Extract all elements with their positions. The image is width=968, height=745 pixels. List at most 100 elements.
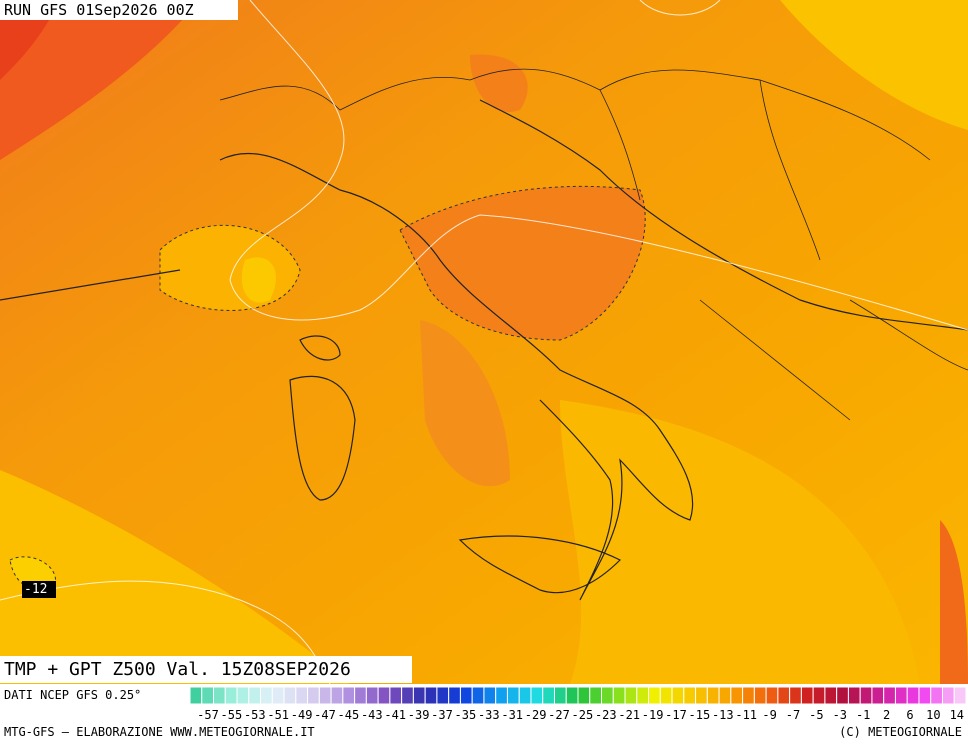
- map-title: TMP + GPT Z500 Val. 15Z08SEP2026: [0, 656, 412, 683]
- scale-box: [365, 686, 379, 705]
- color-scale: [189, 686, 967, 705]
- scale-label: -9: [762, 708, 777, 722]
- scale-box: [213, 686, 226, 705]
- scale-box: [448, 686, 461, 705]
- scale-box: [236, 686, 250, 705]
- scale-label: -1: [855, 708, 871, 722]
- scale-box: [377, 686, 391, 705]
- scale-box: [906, 686, 920, 705]
- scale-box: [930, 686, 943, 705]
- scale-box: [283, 686, 297, 705]
- scale-label: -31: [501, 708, 524, 722]
- scale-label: -39: [407, 708, 430, 722]
- scale-label: -21: [618, 708, 641, 722]
- scale-label: -43: [360, 708, 383, 722]
- scale-box: [871, 686, 885, 705]
- scale-label: -45: [337, 708, 360, 722]
- scale-box: [859, 686, 873, 705]
- source-label: DATI NCEP GFS 0.25°: [4, 688, 142, 702]
- scale-box: [389, 686, 403, 705]
- scale-label: 6: [906, 708, 914, 722]
- scale-box: [812, 686, 826, 705]
- scale-box: [695, 686, 708, 705]
- scale-box: [483, 686, 497, 705]
- scale-box: [530, 686, 544, 705]
- scale-label: -35: [454, 708, 477, 722]
- scale-box: [941, 686, 955, 705]
- scale-box: [401, 686, 414, 705]
- scale-label: -19: [641, 708, 664, 722]
- scale-box: [459, 686, 473, 705]
- scale-box: [601, 686, 614, 705]
- weather-map: [0, 0, 968, 684]
- scale-box: [506, 686, 520, 705]
- scale-box: [553, 686, 567, 705]
- scale-label: 14: [949, 708, 965, 722]
- scale-label: -11: [735, 708, 758, 722]
- scale-box: [307, 686, 320, 705]
- scale-box: [471, 686, 485, 705]
- run-label: RUN GFS 01Sep2026 00Z: [0, 0, 238, 20]
- footer-left: MTG-GFS — ELABORAZIONE WWW.METEOGIORNALE…: [4, 725, 315, 739]
- warm-area: [0, 0, 60, 80]
- warm-area: [0, 0, 200, 160]
- scale-box: [577, 686, 591, 705]
- scale-box: [412, 686, 426, 705]
- scale-label: -25: [571, 708, 594, 722]
- scale-box: [789, 686, 802, 705]
- warm-area: [399, 185, 646, 341]
- scale-label: -37: [431, 708, 453, 722]
- scale-label: -41: [384, 708, 407, 722]
- scale-box: [753, 686, 767, 705]
- coastlines: [0, 99, 968, 601]
- geopotential-lines: [0, 0, 968, 684]
- cool-area: [241, 257, 276, 303]
- warm-area: [420, 320, 510, 487]
- scale-box: [953, 686, 967, 705]
- scale-label: -17: [665, 708, 687, 722]
- scale-label: -27: [548, 708, 570, 722]
- scale-box: [354, 686, 367, 705]
- scale-box: [730, 686, 744, 705]
- scale-box: [589, 686, 603, 705]
- warm-area: [940, 520, 968, 684]
- footer-right: (C) METEOGIORNALE: [839, 725, 962, 739]
- scale-label: -29: [524, 708, 547, 722]
- cool-area: [560, 400, 920, 684]
- scale-box: [706, 686, 720, 705]
- scale-box: [636, 686, 650, 705]
- warm-area: [470, 54, 528, 112]
- scale-label: 10: [926, 708, 941, 722]
- scale-box: [648, 686, 661, 705]
- scale-box: [518, 686, 532, 705]
- scale-box: [624, 686, 638, 705]
- scale-box: [847, 686, 861, 705]
- scale-box: [342, 686, 356, 705]
- scale-box: [836, 686, 849, 705]
- scale-box: [612, 686, 626, 705]
- scale-label: -57: [197, 708, 219, 722]
- scale-box: [824, 686, 838, 705]
- scale-label: -5: [809, 708, 824, 722]
- scale-box: [224, 686, 238, 705]
- scale-box: [718, 686, 732, 705]
- scale-label: -7: [785, 708, 801, 722]
- scale-box: [883, 686, 896, 705]
- scale-box: [260, 686, 273, 705]
- scale-label: -53: [243, 708, 266, 722]
- scale-box: [671, 686, 685, 705]
- scale-box: [542, 686, 555, 705]
- scale-box: [330, 686, 344, 705]
- scale-box: [777, 686, 791, 705]
- contour-label: -12: [24, 582, 48, 597]
- scale-box: [424, 686, 438, 705]
- scale-label: -51: [267, 708, 290, 722]
- scale-label: -13: [711, 708, 734, 722]
- scale-box: [295, 686, 309, 705]
- scale-label: -49: [290, 708, 313, 722]
- scale-box: [565, 686, 579, 705]
- scale-box: [800, 686, 814, 705]
- cool-area: [780, 0, 968, 130]
- scale-box: [894, 686, 908, 705]
